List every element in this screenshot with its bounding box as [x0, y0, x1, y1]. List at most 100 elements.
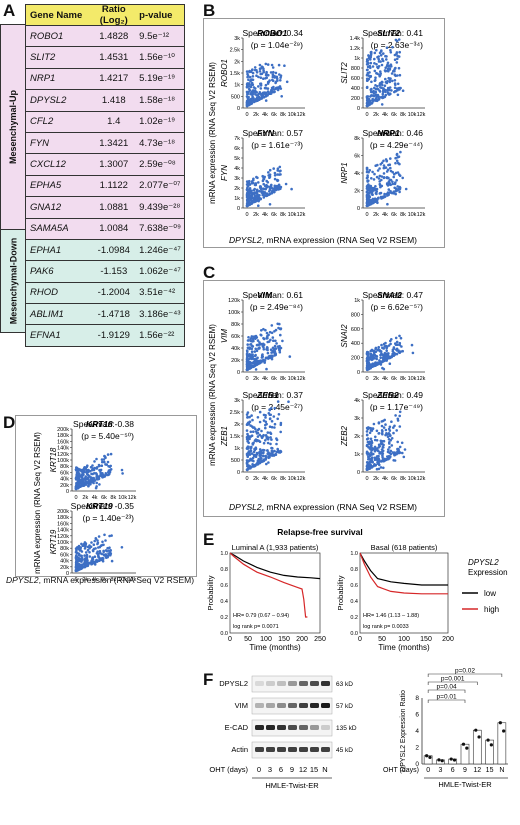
y-tick-label: 180k — [57, 515, 69, 521]
x-tick-label: 8k — [400, 112, 406, 118]
data-point — [276, 400, 280, 403]
data-point — [368, 71, 371, 74]
data-point — [108, 534, 111, 538]
lane-label: 3 — [268, 765, 272, 774]
plot-frame — [229, 552, 321, 634]
plot-frame — [359, 552, 449, 634]
data-point — [268, 417, 272, 421]
data-point — [252, 365, 256, 368]
ratio-cell: 1.4828 — [99, 30, 129, 42]
gene-y-label: KRT18 — [49, 447, 58, 472]
data-point — [270, 357, 274, 361]
data-point — [368, 169, 372, 172]
blot-band — [321, 747, 330, 752]
data-point — [258, 185, 262, 188]
x-tick-label: 2k — [82, 495, 88, 501]
data-point — [382, 439, 386, 443]
lane-label: 12 — [299, 765, 307, 774]
data-point — [383, 418, 386, 422]
data-point — [80, 566, 84, 570]
data-point — [109, 468, 113, 471]
data-point — [269, 436, 272, 439]
significance-label: p=0.04 — [437, 684, 457, 691]
data-point — [75, 475, 78, 478]
gene-title: ZEB2 — [376, 390, 399, 400]
data-point — [267, 73, 270, 77]
data-point — [276, 167, 280, 170]
data-point — [95, 472, 98, 476]
data-point — [77, 563, 81, 566]
data-point — [387, 76, 390, 80]
data-point — [246, 355, 249, 358]
data-point — [373, 62, 376, 65]
data-point — [74, 477, 78, 480]
data-point — [281, 339, 284, 343]
data-point — [378, 444, 381, 448]
x-tick-label: 0 — [245, 212, 248, 218]
pvalue-cell: 1.02e⁻¹⁹ — [139, 116, 176, 128]
gene-cell: RHOD — [30, 287, 58, 299]
data-point — [381, 57, 384, 61]
data-point — [398, 334, 401, 338]
x-tick-label: 10k — [408, 212, 417, 218]
data-point — [248, 201, 252, 205]
data-point — [395, 152, 399, 156]
data-point — [365, 201, 369, 205]
hr-label: HR= 1.46 (1.13 – 1.88) — [363, 613, 419, 619]
y-tick-label: 1.0 — [350, 551, 358, 557]
table-row: ABLIM1 -1.4718 3.186e⁻⁴³ — [25, 304, 185, 326]
data-point — [258, 454, 261, 457]
data-point — [268, 175, 272, 179]
spearman-label: Spearman: 0.57 — [243, 128, 304, 138]
data-point — [261, 174, 264, 178]
bar-category-label: 9 — [463, 767, 467, 774]
y-tick-label: 0.8 — [220, 567, 228, 573]
gene-cell: EPHA1 — [30, 244, 62, 256]
data-point — [380, 343, 383, 347]
data-point — [380, 360, 383, 364]
blot-band — [299, 747, 308, 752]
data-point — [257, 457, 260, 461]
data-point — [385, 46, 389, 49]
data-point — [390, 89, 393, 92]
pvalue-cell: 3.51e⁻⁴² — [139, 287, 176, 299]
data-point — [250, 350, 254, 353]
data-point — [371, 65, 375, 68]
data-point — [270, 183, 273, 187]
y-tick-label: 180k — [57, 433, 69, 439]
gene-title: SLIT2 — [377, 28, 400, 38]
y-tick-label: 3k — [234, 398, 240, 404]
data-point — [374, 76, 377, 79]
data-point — [382, 172, 386, 175]
data-point — [270, 331, 274, 335]
data-point — [381, 449, 385, 453]
data-point — [252, 99, 256, 102]
gene-y-label: SNAI2 — [340, 324, 349, 348]
data-point — [379, 54, 383, 57]
data-point — [82, 473, 85, 476]
data-point — [267, 340, 271, 343]
panel-c-box — [203, 280, 445, 517]
blot-row-label: E-CAD — [225, 723, 249, 732]
data-point — [264, 62, 268, 66]
x-tick-label: 12k — [417, 112, 426, 118]
data-point — [397, 38, 401, 41]
data-point — [396, 171, 400, 174]
data-point — [387, 427, 391, 431]
data-point — [83, 468, 87, 471]
data-point — [396, 440, 399, 444]
data-point — [366, 440, 370, 444]
x-tick-label: 4k — [262, 376, 268, 382]
data-point — [376, 197, 380, 200]
x-tick-label: 8k — [110, 495, 116, 501]
data-point — [258, 346, 261, 349]
significance-label: p=0.001 — [441, 676, 465, 683]
data-point — [264, 356, 268, 360]
data-point — [275, 342, 278, 345]
data-point — [266, 334, 269, 338]
data-point — [272, 167, 275, 170]
data-point — [91, 464, 94, 467]
data-point — [107, 552, 110, 555]
data-point — [251, 95, 254, 98]
